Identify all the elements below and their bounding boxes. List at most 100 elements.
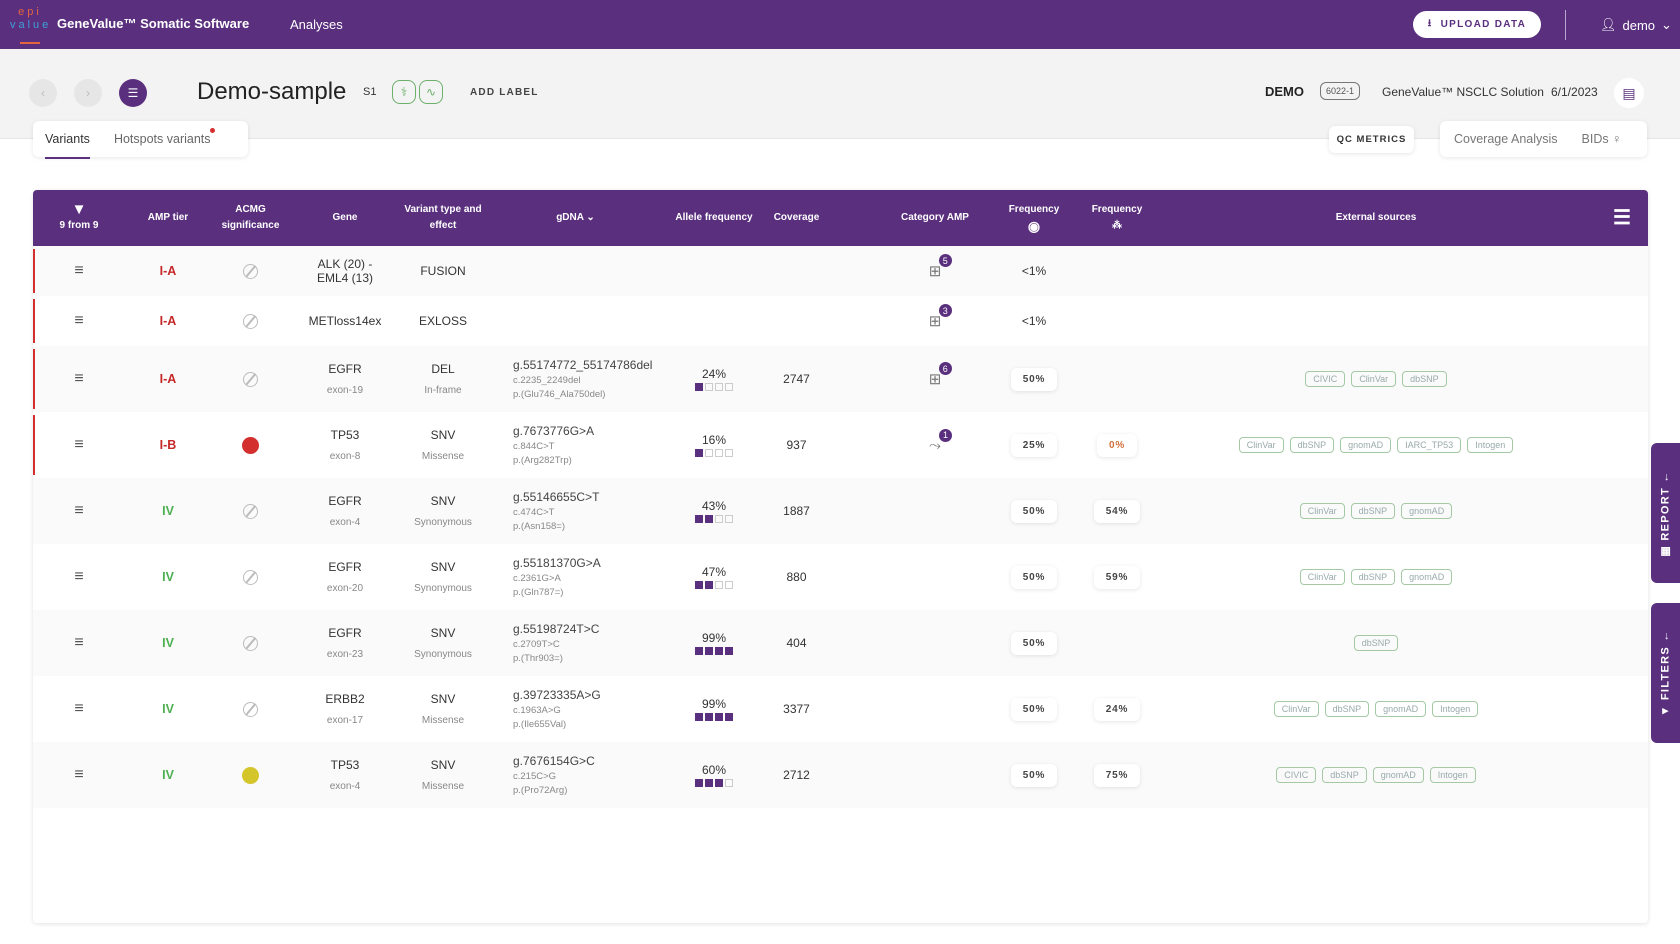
external-source-link[interactable]: CIVIC (1276, 767, 1317, 783)
divider (1565, 10, 1566, 40)
count-badge: 6 (938, 362, 952, 375)
next-sample-button[interactable]: › (74, 79, 102, 107)
external-source-link[interactable]: gnomAD (1340, 437, 1392, 453)
sidebar-toggle-button[interactable]: ☰ (119, 79, 147, 107)
table-row[interactable]: ≡ IV EGFR exon-20 SNV Synonymous g.5518137… (33, 544, 1648, 610)
external-source-link[interactable]: ClinVar (1299, 569, 1345, 585)
row-menu-icon[interactable]: ≡ (74, 568, 84, 585)
table-row[interactable]: ≡ I-A METloss14ex EXLOSS ⊞ 3 <1% (33, 296, 1648, 346)
trend-icon[interactable]: ⤳ 1 (929, 428, 952, 454)
row-menu-icon[interactable]: ≡ (74, 502, 84, 519)
variant-type: EXLOSS (418, 314, 468, 328)
gene: EGFR (328, 362, 362, 376)
external-source-link[interactable]: CIVIC (1305, 371, 1346, 387)
filter-column[interactable]: ▼ 9 from 9 (33, 202, 125, 234)
filters-panel-toggle[interactable]: ▼ FILTERS ← (1651, 603, 1680, 743)
tab-variants[interactable]: Variants (33, 132, 102, 159)
tab-bids[interactable]: BIDs ♀ (1581, 132, 1622, 146)
external-source-link[interactable]: dbSNP (1322, 767, 1367, 783)
bulb-icon: ♀ (1612, 132, 1622, 146)
external-source-link[interactable]: gnomAD (1375, 701, 1427, 717)
qc-metrics-button[interactable]: QC METRICS (1329, 126, 1414, 153)
add-label-button[interactable]: ADD LABEL (470, 87, 539, 98)
row-menu-icon[interactable]: ≡ (74, 312, 84, 329)
table-row[interactable]: ≡ IV EGFR exon-23 SNV Synonymous g.5519872… (33, 610, 1648, 676)
external-source-link[interactable]: Intogen (1432, 701, 1479, 717)
exon: exon-19 (326, 385, 364, 396)
row-menu-icon[interactable]: ≡ (74, 700, 84, 717)
row-menu-icon[interactable]: ≡ (74, 370, 84, 387)
external-source-link[interactable]: ClinVar (1299, 503, 1345, 519)
external-source-link[interactable]: ClinVar (1351, 371, 1397, 387)
external-source-link[interactable]: ClinVar (1273, 701, 1319, 717)
table-row[interactable]: ≡ I-A ALK (20) - EML4 (13) FUSION ⊞ 5 <1% (33, 246, 1648, 296)
header-acmg[interactable]: ACMG significance (221, 204, 280, 231)
header-gene[interactable]: Gene (332, 212, 358, 223)
header-amp[interactable]: AMP tier (147, 212, 189, 223)
not-classified-icon (243, 569, 258, 585)
logo[interactable]: epi value (10, 6, 50, 44)
header-frequency-population[interactable]: Frequency ⁂ (1078, 202, 1156, 234)
variant-type: DEL (431, 362, 455, 376)
external-source-link[interactable]: gnomAD (1401, 569, 1453, 585)
external-source-link[interactable]: dbSNP (1353, 635, 1399, 651)
gdna: g.7676154G>C (513, 754, 595, 768)
table-row[interactable]: ≡ IV EGFR exon-4 SNV Synonymous g.55146655… (33, 478, 1648, 544)
external-source-link[interactable]: dbSNP (1350, 569, 1396, 585)
external-source-link[interactable]: ClinVar (1238, 437, 1284, 453)
header-frequency-individual[interactable]: Frequency ◉ (990, 202, 1078, 234)
drug-icon[interactable]: ⊞ 6 (929, 362, 952, 388)
variant-effect: Missense (421, 781, 465, 792)
allele-frequency-bar (695, 779, 733, 787)
exon: exon-20 (326, 583, 364, 594)
row-menu-icon[interactable]: ≡ (74, 262, 84, 279)
external-source-link[interactable]: dbSNP (1402, 371, 1447, 387)
external-source-link[interactable]: dbSNP (1289, 437, 1335, 453)
header-category-amp[interactable]: Category AMP (901, 212, 969, 223)
external-source-link[interactable]: gnomAD (1401, 503, 1453, 519)
nav-analyses[interactable]: Analyses (290, 17, 343, 32)
table-row[interactable]: ≡ IV TP53 exon-4 SNV Missense g.7676154G>C… (33, 742, 1648, 808)
count-badge: 3 (938, 304, 952, 317)
header-coverage[interactable]: Coverage (773, 212, 820, 223)
table-row[interactable]: ≡ I-B TP53 exon-8 SNV Missense g.7673776G>… (33, 412, 1648, 478)
user-menu[interactable]: 👤︎ demo ⌄ (1600, 17, 1672, 33)
protein: p.(Ile655Val) (513, 719, 567, 730)
columns-menu-icon[interactable]: ☰ (1613, 207, 1631, 229)
external-source-link[interactable]: dbSNP (1324, 701, 1370, 717)
external-sources: ClinVar dbSNP gnomAD (1156, 569, 1596, 585)
table-row[interactable]: ≡ I-A EGFR exon-19 DEL In-frame g.55174772… (33, 346, 1648, 412)
external-source-link[interactable]: gnomAD (1372, 767, 1424, 783)
drug-icon[interactable]: ⊞ 5 (929, 254, 952, 280)
coverage: 2712 (783, 768, 810, 782)
download-icon: ⭳ (1427, 18, 1433, 29)
external-source-link[interactable]: IARC_TP53 (1397, 437, 1462, 453)
header-variant-type[interactable]: Variant type and effect (404, 204, 482, 231)
document-icon[interactable]: ▤ (1614, 78, 1644, 108)
protein: p.(Arg282Trp) (513, 455, 572, 466)
person-icon: ◉ (1027, 218, 1041, 234)
drug-icon[interactable]: ⊞ 3 (929, 304, 952, 330)
row-menu-icon[interactable]: ≡ (74, 766, 84, 783)
frequency-individual: <1% (1021, 314, 1047, 328)
gdna: g.55174772_55174786del (513, 358, 653, 372)
header-allele-frequency[interactable]: Allele frequency (675, 212, 753, 223)
tab-hotspots-variants[interactable]: Hotspots variants (102, 128, 223, 146)
dna-label-icon[interactable]: ⚕ (392, 80, 416, 104)
upload-data-button[interactable]: ⭳ UPLOAD DATA (1413, 11, 1541, 38)
table-row[interactable]: ≡ IV ERBB2 exon-17 SNV Missense g.39723335… (33, 676, 1648, 742)
row-menu-icon[interactable]: ≡ (74, 634, 84, 651)
header-gdna[interactable]: gDNA ⌄ (556, 212, 595, 223)
external-source-link[interactable]: Intogen (1429, 767, 1476, 783)
allele-frequency-bar (695, 647, 733, 655)
tab-coverage-analysis[interactable]: Coverage Analysis (1454, 132, 1558, 146)
previous-sample-button[interactable]: ‹ (29, 79, 57, 107)
external-source-link[interactable]: dbSNP (1350, 503, 1396, 519)
row-menu-icon[interactable]: ≡ (74, 436, 84, 453)
external-source-link[interactable]: Intogen (1467, 437, 1514, 453)
sample-date: 6/1/2023 (1551, 85, 1598, 99)
lung-label-icon[interactable]: ∿ (419, 80, 443, 104)
not-classified-icon (243, 701, 258, 717)
group-icon: ⁂ (1112, 220, 1122, 231)
report-panel-toggle[interactable]: ▦ REPORT ← (1651, 443, 1680, 583)
